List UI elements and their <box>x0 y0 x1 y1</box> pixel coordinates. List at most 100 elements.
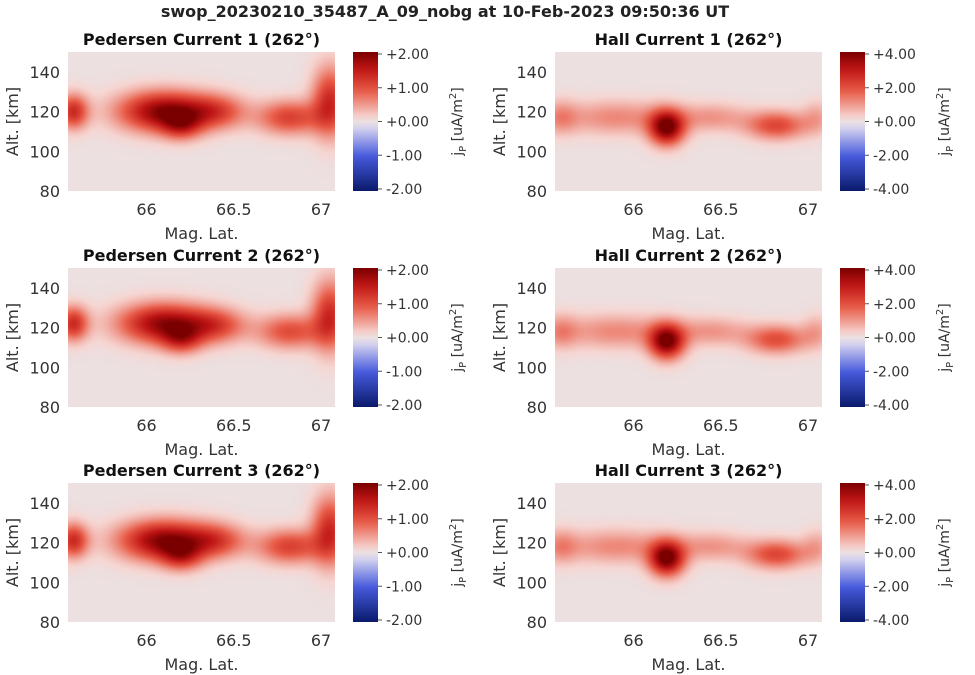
colorbar-tick-label: +4.00 <box>873 47 916 63</box>
colorbar-tick-label: +4.00 <box>873 263 916 279</box>
colorbar <box>353 52 378 191</box>
y-tick-label: 80 <box>40 182 60 201</box>
x-axis-label: Mag. Lat. <box>164 224 238 243</box>
x-tick-label: 67 <box>798 416 818 435</box>
y-axis-label: Alt. [km] <box>490 518 509 587</box>
x-axis-label: Mag. Lat. <box>651 655 725 674</box>
panel-1: Pedersen Current 1 (262°) 66 66.5 67 80 100 12… <box>3 30 469 243</box>
y-tick-label: 80 <box>527 182 547 201</box>
colorbar-label: jP [uA/m2] <box>935 518 956 587</box>
panel-title: Hall Current 3 (262°) <box>595 461 783 480</box>
x-axis-label: Mag. Lat. <box>651 440 725 459</box>
colorbar-tick-label: -2.00 <box>386 398 422 414</box>
x-tick-label: 67 <box>798 200 818 219</box>
y-axis-label: Alt. [km] <box>3 303 22 372</box>
x-tick-label: 66.5 <box>216 200 252 219</box>
y-tick-label: 120 <box>516 534 547 553</box>
colorbar-tick-label: +2.00 <box>386 478 429 494</box>
y-tick-label: 140 <box>29 494 60 513</box>
panel-title: Hall Current 1 (262°) <box>595 30 783 49</box>
heatmap-image <box>68 483 335 622</box>
x-tick-label: 66 <box>623 631 643 650</box>
y-tick-label: 80 <box>527 613 547 632</box>
colorbar-tick-label: +2.00 <box>873 297 916 313</box>
y-tick-label: 100 <box>29 358 60 377</box>
y-tick-label: 100 <box>29 573 60 592</box>
colorbar-tick-label: -4.00 <box>873 613 909 629</box>
x-tick-label: 66 <box>136 631 156 650</box>
colorbar-tick-label: -1.00 <box>386 364 422 380</box>
colorbar-tick-label: +0.00 <box>386 115 429 131</box>
x-axis-label: Mag. Lat. <box>164 440 238 459</box>
x-tick-label: 66.5 <box>216 416 252 435</box>
x-tick-label: 66.5 <box>703 200 739 219</box>
colorbar-tick-label: +2.00 <box>386 263 429 279</box>
colorbar-label: jP [uA/m2] <box>935 303 956 372</box>
panel-title: Pedersen Current 2 (262°) <box>83 246 320 265</box>
y-tick-label: 80 <box>40 398 60 417</box>
y-tick-label: 140 <box>516 279 547 298</box>
colorbar-tick-label: +0.00 <box>386 331 429 347</box>
colorbar-label: jP [uA/m2] <box>448 87 469 156</box>
y-tick-label: 100 <box>516 573 547 592</box>
colorbar-tick-label: +2.00 <box>873 81 916 97</box>
panel-title: Hall Current 2 (262°) <box>595 246 783 265</box>
colorbar-tick-label: -2.00 <box>386 182 422 198</box>
panel-4: Hall Current 2 (262°) 66 66.5 67 80 100 120 140… <box>490 246 956 459</box>
x-tick-label: 67 <box>311 200 331 219</box>
colorbar-tick-label: -2.00 <box>873 364 909 380</box>
y-tick-label: 100 <box>29 142 60 161</box>
colorbar-tick-label: -4.00 <box>873 398 909 414</box>
heatmap-image <box>555 483 822 622</box>
colorbar <box>840 268 865 407</box>
x-tick-label: 66 <box>136 200 156 219</box>
colorbar <box>840 52 865 191</box>
colorbar <box>840 483 865 622</box>
panel-2: Hall Current 1 (262°) 66 66.5 67 80 100 120 140… <box>490 30 956 243</box>
y-tick-label: 80 <box>527 398 547 417</box>
x-tick-label: 66.5 <box>703 416 739 435</box>
colorbar-tick-label: +0.00 <box>386 546 429 562</box>
figure-suptitle: swop_20230210_35487_A_09_nobg at 10-Feb-… <box>161 2 729 21</box>
colorbar <box>353 268 378 407</box>
y-tick-label: 80 <box>40 613 60 632</box>
heatmap-image <box>68 52 335 191</box>
x-tick-label: 66.5 <box>216 631 252 650</box>
y-tick-label: 100 <box>516 358 547 377</box>
y-tick-label: 140 <box>516 494 547 513</box>
colorbar-tick-label: +2.00 <box>873 512 916 528</box>
x-axis-label: Mag. Lat. <box>164 655 238 674</box>
colorbar <box>353 483 378 622</box>
colorbar-tick-label: +0.00 <box>873 115 916 131</box>
y-tick-label: 140 <box>29 279 60 298</box>
x-tick-label: 66 <box>136 416 156 435</box>
y-axis-label: Alt. [km] <box>3 518 22 587</box>
panel-title: Pedersen Current 3 (262°) <box>83 461 320 480</box>
x-tick-label: 66.5 <box>703 631 739 650</box>
x-tick-label: 66 <box>623 416 643 435</box>
y-axis-label: Alt. [km] <box>490 87 509 156</box>
heatmap-image <box>555 268 822 407</box>
panels-container: Pedersen Current 1 (262°) 66 66.5 67 80 100 12… <box>3 30 956 674</box>
y-tick-label: 140 <box>516 63 547 82</box>
y-tick-label: 120 <box>516 103 547 122</box>
panel-title: Pedersen Current 1 (262°) <box>83 30 320 49</box>
y-tick-label: 120 <box>29 534 60 553</box>
y-tick-label: 120 <box>29 103 60 122</box>
panel-3: Pedersen Current 2 (262°) 66 66.5 67 80 100 12… <box>3 246 469 459</box>
colorbar-label: jP [uA/m2] <box>448 518 469 587</box>
colorbar-tick-label: -1.00 <box>386 148 422 164</box>
x-tick-label: 67 <box>311 416 331 435</box>
colorbar-tick-label: +0.00 <box>873 546 916 562</box>
colorbar-tick-label: +0.00 <box>873 331 916 347</box>
heatmap-image <box>68 268 335 407</box>
y-tick-label: 120 <box>29 319 60 338</box>
colorbar-tick-label: +1.00 <box>386 81 429 97</box>
y-tick-label: 100 <box>516 142 547 161</box>
colorbar-tick-label: +2.00 <box>386 47 429 63</box>
y-axis-label: Alt. [km] <box>3 87 22 156</box>
colorbar-tick-label: +1.00 <box>386 297 429 313</box>
x-tick-label: 67 <box>311 631 331 650</box>
colorbar-tick-label: -2.00 <box>873 579 909 595</box>
